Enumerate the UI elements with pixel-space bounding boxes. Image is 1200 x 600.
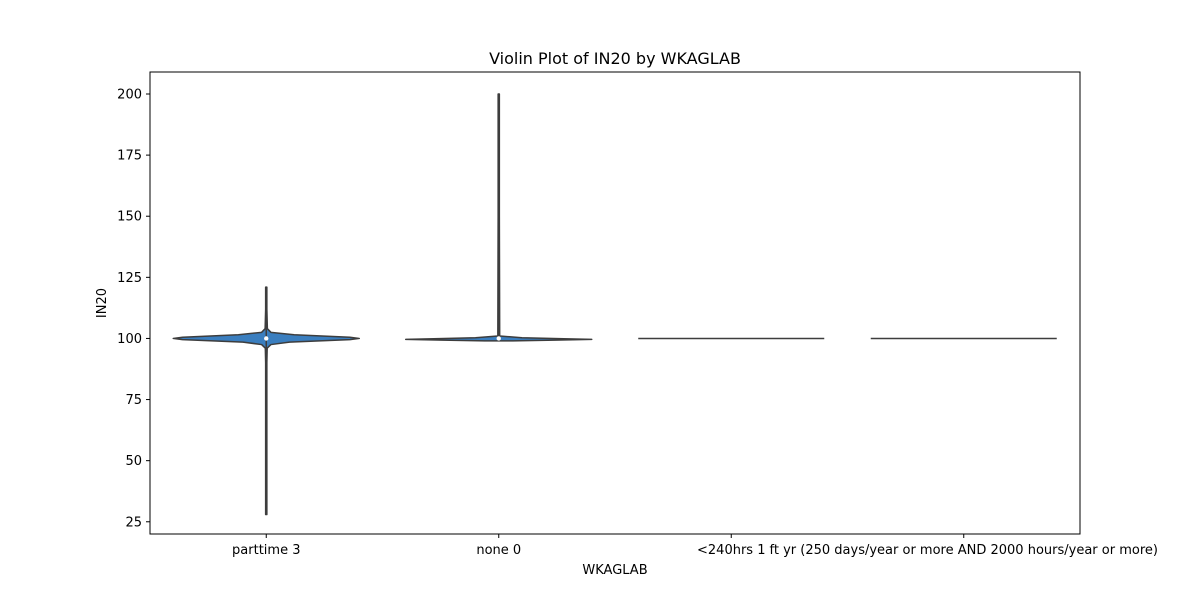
x-tick-label: ft yr (250 days/year or more AND 2000 ho…	[770, 543, 1158, 558]
y-axis-title: IN20	[95, 288, 110, 318]
violin	[405, 93, 593, 342]
y-tick-label: 50	[125, 454, 142, 469]
plot-frame	[149, 71, 1081, 535]
y-tick-label: 150	[117, 210, 142, 225]
y-tick-label: 25	[125, 515, 142, 530]
chart-title: Violin Plot of IN20 by WKAGLAB	[489, 49, 741, 68]
x-axis: parttime 3 none 0 <240hrs 1 ft yr (250 days…	[232, 534, 1158, 558]
violin-group	[172, 93, 1057, 516]
violin-median	[264, 336, 269, 341]
y-tick-label: 125	[117, 271, 142, 286]
x-tick-label: parttime 3	[232, 543, 300, 558]
violin	[172, 286, 360, 516]
y-tick-label: 100	[117, 332, 142, 347]
violin-median	[496, 336, 501, 341]
y-tick-label: 175	[117, 149, 142, 164]
x-tick-label: <240hrs 1	[697, 543, 765, 558]
x-axis-title: WKAGLAB	[582, 563, 647, 578]
y-axis: 25 50 75 100 125 150 175 200	[117, 88, 150, 530]
y-tick-label: 200	[117, 88, 142, 103]
x-tick-label: none 0	[476, 543, 521, 558]
y-tick-label: 75	[125, 393, 142, 408]
